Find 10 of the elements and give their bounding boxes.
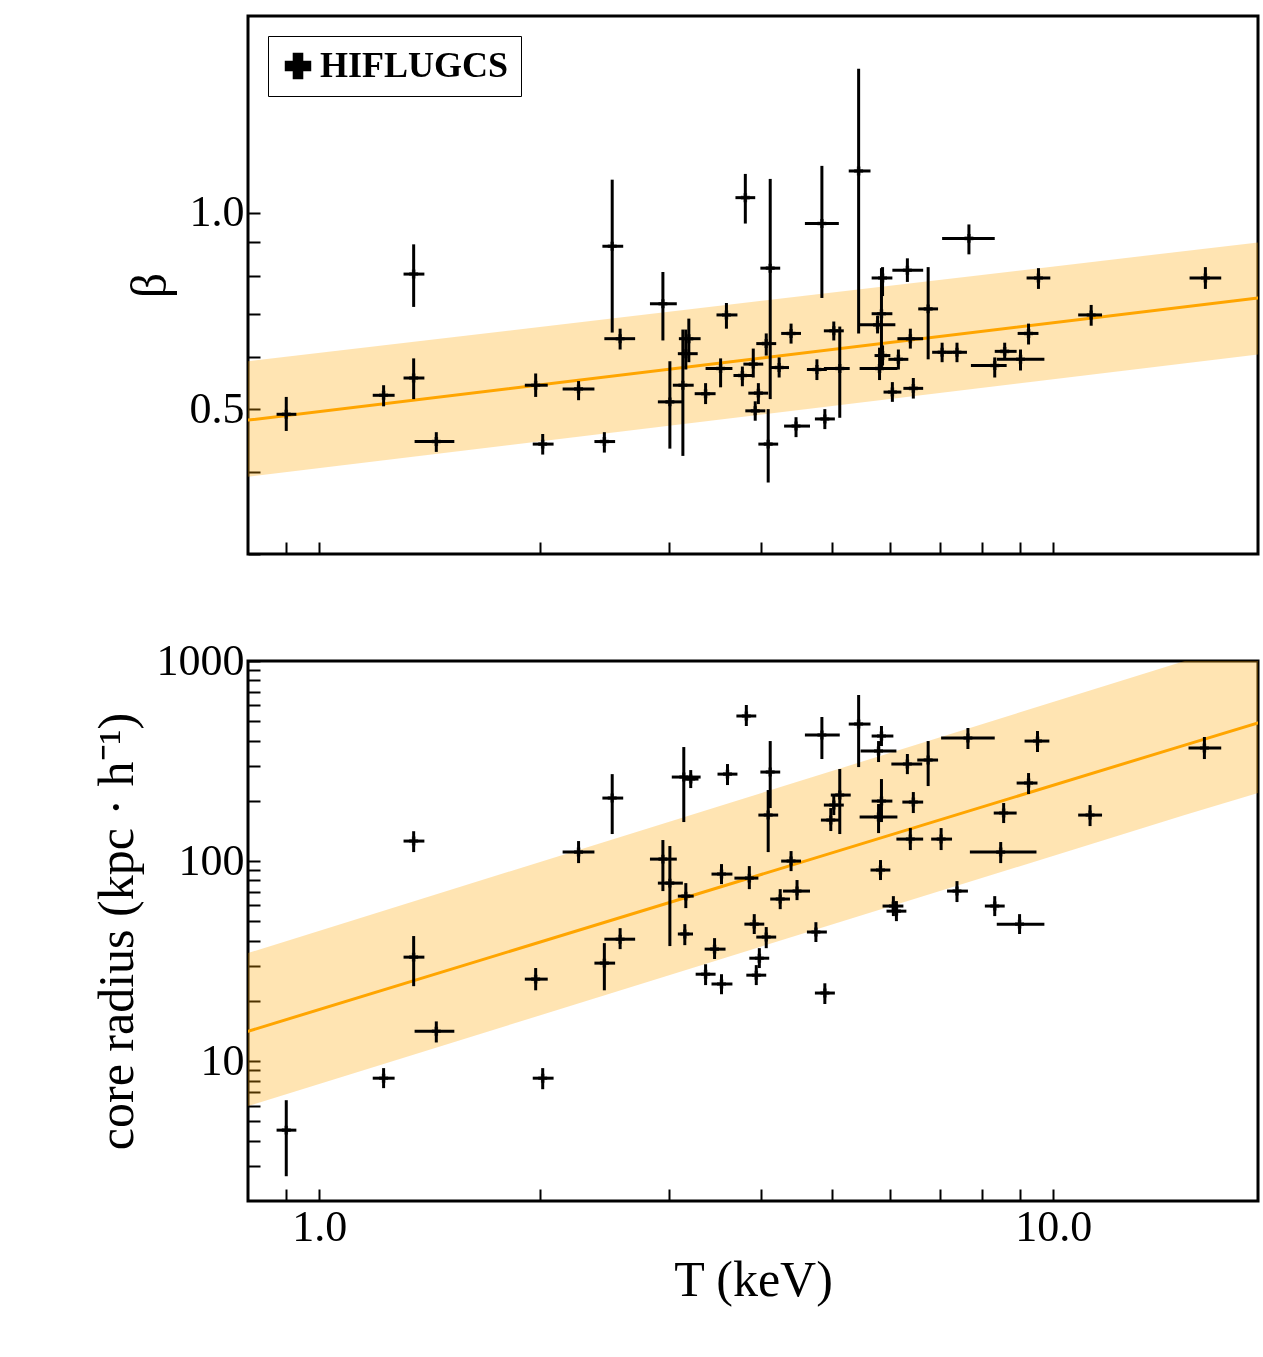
- y-tick-label: 100: [178, 835, 245, 885]
- legend-label: HIFLUGCS: [320, 45, 509, 85]
- x-tick-label: 10.0: [1015, 1201, 1093, 1251]
- y-tick-label: 1.0: [189, 187, 245, 237]
- y-tick-label: 10: [200, 1035, 245, 1085]
- y-axis-title: β: [120, 272, 177, 299]
- x-axis-title: T (keV): [674, 1250, 833, 1307]
- y-tick-label: 1000: [156, 635, 245, 685]
- y-tick-label: 0.5: [189, 383, 245, 433]
- y-axis-title: core radius (kpc · h⁻¹): [87, 712, 144, 1151]
